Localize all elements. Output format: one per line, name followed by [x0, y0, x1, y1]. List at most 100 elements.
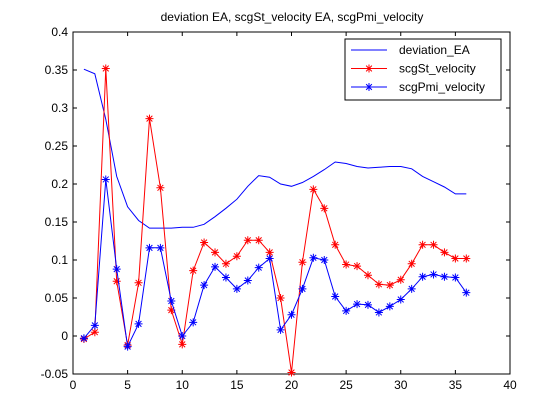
y-tick-label: 0.2: [51, 177, 68, 191]
x-tick-label: 35: [449, 378, 463, 392]
data-point-scgpmi-velocity: [440, 272, 449, 281]
data-point-scgst-velocity: [265, 248, 274, 257]
legend-label-scgst-velocity: scgSt_velocity: [399, 62, 476, 76]
data-point-scgst-velocity: [134, 278, 143, 287]
data-point-scgst-velocity: [331, 240, 340, 249]
x-tick-label: 0: [70, 378, 77, 392]
legend-box: [344, 38, 502, 101]
legend: deviation_EA scgSt_velocity scgPmi_velocit…: [344, 38, 502, 101]
data-point-scgst-velocity: [451, 254, 460, 263]
data-point-scgpmi-velocity: [276, 325, 285, 334]
y-tick-label: 0.35: [45, 63, 69, 77]
data-point-scgpmi-velocity: [134, 319, 143, 328]
data-point-scgpmi-velocity: [385, 302, 394, 311]
data-point-scgst-velocity: [385, 281, 394, 290]
data-point-scgst-velocity: [254, 236, 263, 245]
data-point-scgpmi-velocity: [451, 273, 460, 282]
data-point-scgpmi-velocity: [353, 300, 362, 309]
x-tick-label: 25: [339, 378, 353, 392]
data-point-scgpmi-velocity: [363, 300, 372, 309]
data-point-scgst-velocity: [243, 236, 252, 245]
x-tick-label: 10: [176, 378, 190, 392]
data-point-scgst-velocity: [112, 277, 121, 286]
y-tick-label: 0.1: [51, 253, 68, 267]
data-point-scgpmi-velocity: [232, 284, 241, 293]
data-point-scgpmi-velocity: [309, 253, 318, 262]
data-point-scgst-velocity: [342, 260, 351, 269]
data-point-scgst-velocity: [101, 64, 110, 73]
x-tick-label: 30: [394, 378, 408, 392]
legend-label-scgpmi-velocity: scgPmi_velocity: [399, 80, 485, 94]
y-tick-label: 0.25: [45, 139, 69, 153]
data-point-scgpmi-velocity: [178, 332, 187, 340]
legend-marker-scgpmi-velocity: [365, 83, 373, 91]
data-point-scgst-velocity: [440, 248, 449, 257]
data-point-scgst-velocity: [396, 275, 405, 284]
data-point-scgst-velocity: [287, 368, 296, 377]
data-point-scgst-velocity: [363, 271, 372, 280]
data-point-scgpmi-velocity: [374, 308, 383, 317]
data-point-scgpmi-velocity: [320, 256, 329, 264]
data-point-scgst-velocity: [374, 280, 383, 289]
data-point-scgst-velocity: [298, 258, 307, 267]
x-tick-label: 15: [230, 378, 244, 392]
y-tick-label: 0: [61, 329, 68, 343]
data-point-scgpmi-velocity: [429, 270, 438, 279]
series-line-deviation-ea: [83, 68, 467, 229]
data-point-scgst-velocity: [276, 294, 285, 302]
data-point-scgst-velocity: [156, 183, 165, 192]
data-point-scgpmi-velocity: [298, 284, 307, 293]
data-point-scgpmi-velocity: [189, 318, 198, 327]
legend-marker-scgst-velocity: [365, 64, 373, 73]
x-tick-label: 5: [124, 378, 131, 392]
data-point-scgst-velocity: [309, 185, 318, 194]
data-point-scgst-velocity: [178, 340, 187, 349]
chart-title: deviation EA, scgSt_velocity EA, scgPmi_…: [161, 10, 424, 24]
data-point-scgpmi-velocity: [396, 295, 405, 304]
series-line-scgst-velocity: [83, 68, 467, 373]
data-point-scgst-velocity: [145, 114, 154, 123]
data-point-scgpmi-velocity: [287, 310, 296, 319]
series-group: [79, 64, 471, 377]
data-point-scgpmi-velocity: [342, 306, 351, 315]
data-point-scgpmi-velocity: [265, 254, 274, 263]
data-point-scgst-velocity: [90, 328, 99, 337]
data-point-scgpmi-velocity: [221, 273, 230, 282]
data-point-scgst-velocity: [418, 240, 427, 249]
data-point-scgpmi-velocity: [79, 334, 88, 343]
data-point-scgst-velocity: [189, 266, 198, 275]
data-point-scgpmi-velocity: [211, 262, 220, 271]
data-point-scgst-velocity: [429, 240, 438, 249]
data-point-scgst-velocity: [167, 306, 176, 315]
data-point-scgst-velocity: [320, 204, 329, 213]
data-point-scgpmi-velocity: [200, 281, 209, 290]
x-tick-label: 40: [503, 378, 517, 392]
data-point-scgpmi-velocity: [167, 297, 176, 306]
y-tick-label: 0.3: [51, 101, 68, 115]
data-point-scgst-velocity: [200, 238, 209, 247]
x-tick-label: 20: [285, 378, 299, 392]
data-point-scgst-velocity: [462, 254, 471, 263]
data-point-scgst-velocity: [221, 259, 230, 268]
legend-label-deviation-ea: deviation_EA: [399, 43, 470, 57]
data-point-scgpmi-velocity: [112, 265, 121, 274]
y-tick-label: -0.05: [41, 367, 69, 381]
data-point-scgst-velocity: [353, 262, 362, 271]
data-point-scgpmi-velocity: [462, 288, 471, 297]
data-point-scgpmi-velocity: [145, 243, 154, 252]
data-point-scgpmi-velocity: [418, 272, 427, 281]
data-point-scgpmi-velocity: [123, 342, 132, 351]
y-tick-label: 0.15: [45, 215, 69, 229]
data-point-scgpmi-velocity: [90, 321, 99, 330]
y-tick-label: 0.05: [45, 291, 69, 305]
data-point-scgpmi-velocity: [101, 175, 110, 184]
data-point-scgst-velocity: [232, 252, 241, 261]
data-point-scgst-velocity: [211, 248, 220, 257]
y-tick-label: 0.4: [51, 25, 68, 39]
data-point-scgpmi-velocity: [254, 263, 263, 272]
data-point-scgpmi-velocity: [243, 276, 252, 285]
data-point-scgst-velocity: [407, 259, 416, 268]
data-point-scgpmi-velocity: [331, 292, 340, 301]
